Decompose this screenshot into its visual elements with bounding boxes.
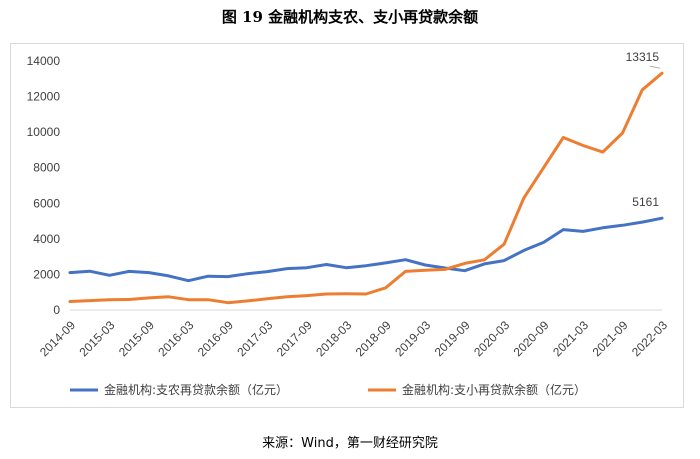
x-tick-label: 2017-09 [274, 318, 315, 359]
x-tick-label: 2015-03 [76, 318, 117, 359]
x-tick-label: 2021-09 [590, 318, 631, 359]
x-tick-label: 2020-03 [471, 318, 512, 359]
data-label: 5161 [632, 195, 659, 209]
x-tick-label: 2021-03 [550, 318, 591, 359]
chart-frame [10, 43, 684, 408]
y-tick-label: 4000 [33, 232, 60, 246]
data-label-leader [649, 65, 661, 69]
x-tick-label: 2020-09 [511, 318, 552, 359]
x-tick-label: 2015-09 [116, 318, 157, 359]
data-label: 13315 [626, 50, 660, 64]
legend-label: 金融机构:支小再贷款余额（亿元） [402, 382, 586, 397]
series-line [68, 216, 664, 283]
y-tick-label: 14000 [27, 54, 61, 68]
series-line [68, 71, 664, 305]
x-tick-label: 2017-03 [234, 318, 275, 359]
x-tick-label: 2016-03 [155, 318, 196, 359]
y-tick-label: 0 [53, 303, 60, 317]
x-tick-label: 2016-09 [195, 318, 236, 359]
x-tick-label: 2018-09 [353, 318, 394, 359]
legend-label: 金融机构:支农再贷款余额（亿元） [104, 382, 288, 397]
x-tick-label: 2019-03 [392, 318, 433, 359]
x-tick-label: 2019-09 [432, 318, 473, 359]
source-note: 来源：Wind，第一财经研究院 [262, 436, 438, 451]
y-tick-label: 2000 [33, 267, 60, 281]
x-tick-label: 2018-03 [313, 318, 354, 359]
x-tick-label: 2014-09 [37, 318, 78, 359]
y-tick-label: 10000 [27, 125, 61, 139]
y-tick-label: 8000 [33, 161, 60, 175]
y-tick-label: 6000 [33, 196, 60, 210]
y-tick-label: 12000 [27, 90, 61, 104]
chart-title: 图 19 金融机构支农、支小再贷款余额 [221, 8, 479, 26]
x-tick-label: 2022-03 [629, 318, 670, 359]
